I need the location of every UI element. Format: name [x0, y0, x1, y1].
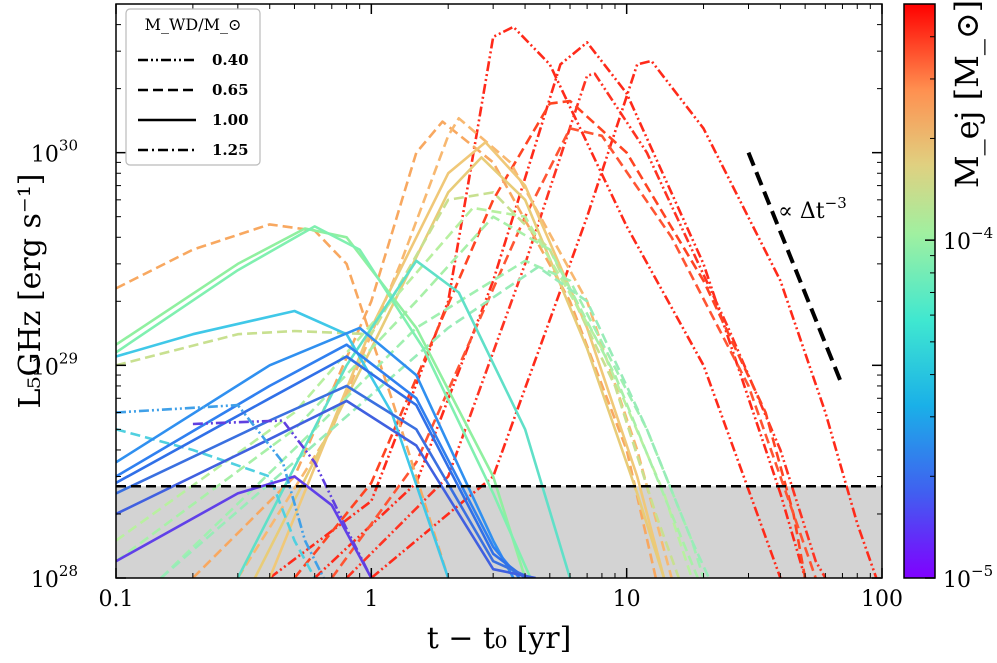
series-line-4: [293, 99, 807, 578]
plot-frame: [115, 3, 883, 579]
series-line-15: [160, 265, 711, 578]
legend-label-3: 1.25: [212, 141, 249, 159]
series-line-21: [116, 326, 515, 578]
series-line-24: [116, 384, 532, 578]
y-tick-label: 1028: [31, 562, 78, 593]
series-line-22: [116, 343, 521, 578]
series-line-25: [116, 399, 536, 578]
series-line-9: [268, 140, 666, 578]
power-law-annotation: ∝ Δt−3: [778, 194, 847, 224]
series-line-5: [330, 127, 817, 578]
series-line-11: [116, 191, 681, 578]
power-law-line: [746, 151, 845, 387]
x-tick-label: 1: [364, 587, 378, 612]
series-line-20: [116, 428, 316, 578]
legend-label-2: 1.00: [212, 111, 249, 129]
x-tick-label: 0.1: [99, 587, 134, 612]
series-line-27: [192, 419, 373, 578]
x-axis-label: t − t₀ [yr]: [427, 621, 572, 656]
legend-title: M_WD/M_⊙: [145, 15, 242, 34]
series-line-17: [116, 225, 532, 578]
series-line-6: [116, 223, 450, 578]
series-line-10: [253, 156, 666, 578]
series-group: [116, 25, 878, 578]
x-tick-label: 100: [861, 587, 903, 612]
y-tick-label: 1030: [31, 137, 78, 168]
series-line-7: [191, 120, 658, 578]
series-line-18: [236, 259, 572, 578]
legend-label-1: 0.65: [212, 81, 249, 99]
series-line-16: [116, 227, 527, 578]
legend-label-0: 0.40: [212, 51, 249, 69]
series-line-28: [116, 403, 325, 578]
colorbar-gradient: [903, 3, 936, 579]
colorbar-tick-label: 10−5: [943, 562, 993, 593]
series-line-23: [116, 355, 526, 578]
series-line-19: [116, 309, 450, 578]
legend-box: [125, 8, 261, 166]
y-axis-label: L₅GHz [erg s⁻¹]: [13, 174, 48, 409]
series-line-26: [116, 475, 373, 578]
series-line-14: [160, 259, 705, 578]
series-line-1: [313, 41, 807, 578]
x-tick-label: 10: [613, 587, 641, 612]
colorbar-tick-label: 10−4: [943, 224, 993, 255]
colorbar-label: M_ej [M_⊙]: [948, 0, 986, 188]
series-line-13: [116, 215, 700, 578]
series-line-12: [116, 206, 694, 578]
series-line-3: [370, 59, 878, 578]
legend: M_WD/M_⊙ 0.40 0.65 1.00 1.25: [125, 8, 261, 166]
